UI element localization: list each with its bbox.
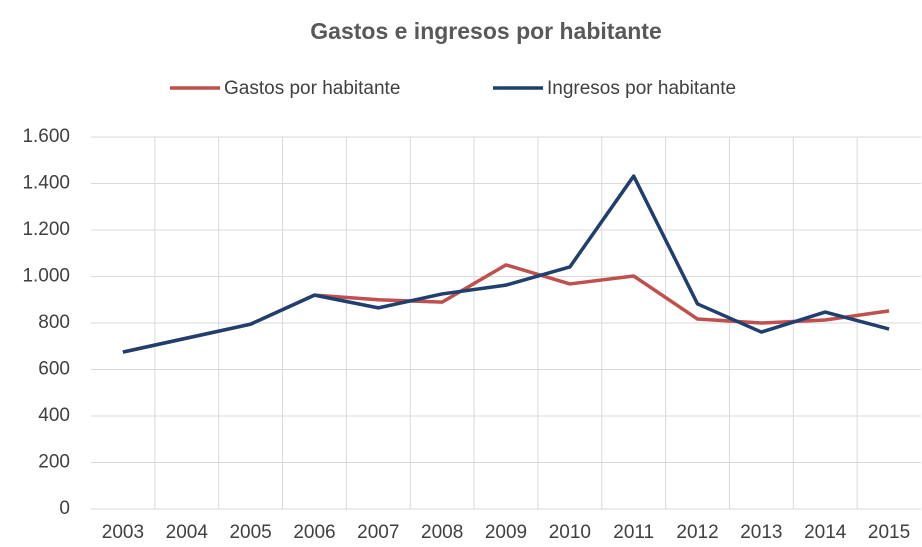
x-tick-label: 2010 [549, 522, 591, 543]
y-tick-label: 1.200 [22, 219, 70, 240]
x-tick-label: 2015 [868, 522, 910, 543]
y-tick-label: 1.400 [22, 173, 70, 194]
legend-label: Gastos por habitante [224, 78, 400, 99]
legend-label: Ingresos por habitante [547, 78, 736, 99]
x-tick-label: 2009 [485, 522, 527, 543]
y-tick-label: 400 [38, 405, 70, 426]
y-tick-label: 200 [38, 452, 70, 473]
x-tick-label: 2014 [804, 522, 847, 543]
series-line [122, 263, 890, 354]
x-tick-label: 2005 [229, 522, 271, 543]
x-tick-label: 2006 [293, 522, 335, 543]
x-tick-label: 2013 [740, 522, 782, 543]
series-line [122, 174, 890, 354]
x-tick-label: 2011 [613, 522, 654, 543]
x-tick-label: 2008 [421, 522, 463, 543]
chart-title: Gastos e ingresos por habitante [310, 18, 661, 44]
x-tick-label: 2003 [102, 522, 144, 543]
y-tick-label: 800 [38, 312, 70, 333]
y-tick-label: 1.000 [22, 266, 70, 287]
y-tick-label: 0 [59, 498, 70, 519]
y-tick-label: 1.600 [22, 126, 70, 147]
x-tick-label: 2004 [166, 522, 209, 543]
y-tick-label: 600 [38, 359, 70, 380]
x-tick-label: 2007 [357, 522, 399, 543]
x-tick-label: 2012 [676, 522, 718, 543]
